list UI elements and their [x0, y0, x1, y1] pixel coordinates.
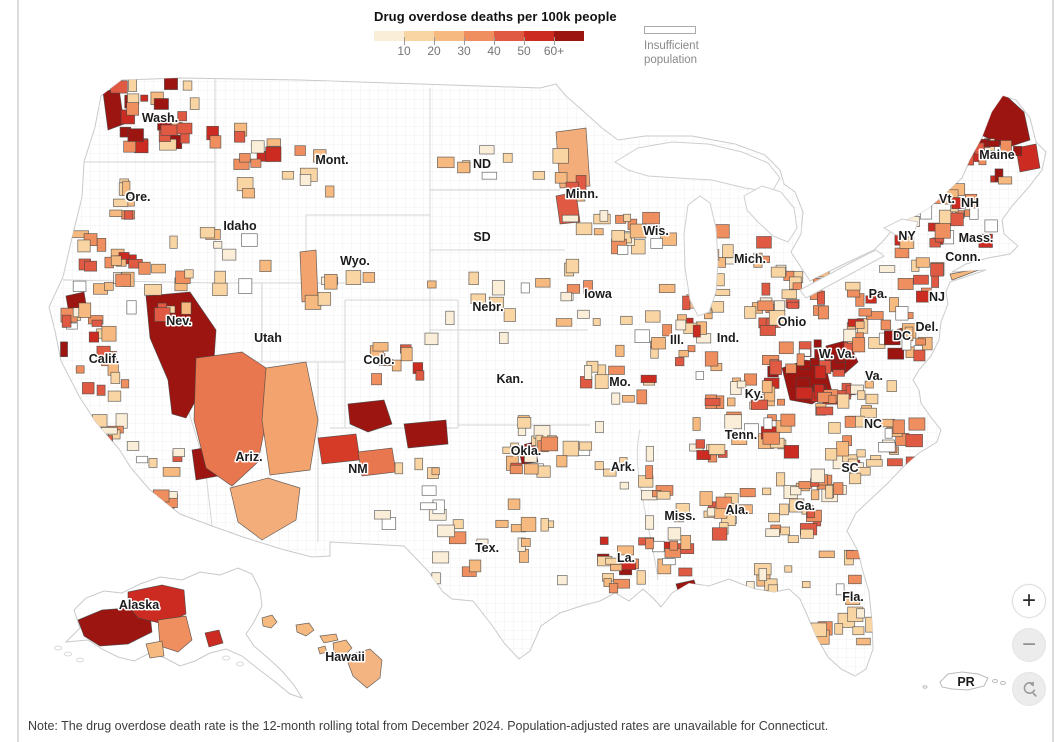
state-label-mont: Mont.: [315, 153, 348, 167]
state-label-ohio: Ohio: [778, 315, 807, 329]
state-label-calif: Calif.: [89, 352, 120, 366]
state-label-dc: DC: [893, 329, 911, 343]
state-label-sc: SC: [841, 461, 858, 475]
page-right-border: [1052, 0, 1054, 742]
state-label-ark: Ark.: [611, 460, 635, 474]
state-label-va: Va.: [865, 369, 883, 383]
state-label-okla: Okla.: [511, 444, 542, 458]
state-label-wis: Wis.: [643, 224, 669, 238]
state-label-kan: Kan.: [496, 372, 523, 386]
state-label-w-va: W. Va.: [819, 347, 855, 361]
legend-title: Drug overdose deaths per 100k people: [374, 9, 617, 24]
state-label-wash: Wash.: [142, 111, 178, 125]
state-label-idaho: Idaho: [223, 219, 257, 233]
great-lakes: [614, 141, 919, 317]
legend: Drug overdose deaths per 100k people 10 2…: [374, 9, 699, 66]
state-label-mass: Mass.: [959, 231, 994, 245]
state-label-vt: Vt.: [939, 192, 955, 206]
state-label-nj: NJ: [929, 290, 945, 304]
state-label-maine: Maine: [979, 148, 1014, 162]
state-label-ny: NY: [898, 229, 916, 243]
state-label-ill: Ill.: [670, 333, 684, 347]
legend-tick-labels: 10 20 30 40 50 60+: [397, 44, 565, 58]
state-label-wyo: Wyo.: [340, 254, 370, 268]
insufficient-line1: Insufficient: [644, 40, 699, 52]
state-label-miss: Miss.: [664, 509, 695, 523]
insufficient-line2: population: [644, 54, 698, 66]
state-label-iowa: Iowa: [584, 287, 613, 301]
minus-icon: −: [1021, 631, 1036, 658]
page-left-border: [17, 0, 19, 742]
state-label-minn: Minn.: [566, 187, 599, 201]
state-label-la: La.: [617, 551, 635, 565]
state-label-nm: NM: [348, 462, 367, 476]
insufficient-population-label: Insufficient population: [644, 39, 714, 67]
footnote: Note: The drug overdose death rate is th…: [28, 719, 829, 733]
state-label-nebr: Nebr.: [472, 300, 503, 314]
state-label-ala: Ala.: [726, 503, 749, 517]
plus-icon: +: [1021, 587, 1036, 614]
state-label-ariz: Ariz.: [235, 450, 262, 464]
state-label-nh: NH: [961, 196, 979, 210]
state-labels: Wash. Mont. ND Minn. Ore. Idaho Wis. SD NY Vt. NH M…: [87, 110, 1016, 691]
insufficient-population-swatch: [644, 26, 696, 34]
state-label-ind: Ind.: [717, 331, 739, 345]
state-label-ore: Ore.: [125, 190, 150, 204]
state-label-pa: Pa.: [869, 287, 888, 301]
legend-color-ramp: [374, 31, 584, 45]
state-label-hawaii: Hawaii: [325, 650, 365, 664]
state-label-ky: Ky.: [745, 387, 764, 401]
legend-insufficient: Insufficient population: [644, 26, 714, 67]
state-label-nd: ND: [473, 157, 491, 171]
zoom-out-button[interactable]: −: [1012, 628, 1046, 662]
state-label-alaska: Alaska: [119, 598, 160, 612]
state-label-pr: PR: [957, 675, 974, 689]
state-label-conn: Conn.: [945, 250, 980, 264]
state-label-nev: Nev.: [166, 314, 191, 328]
reset-zoom-button[interactable]: [1012, 672, 1046, 706]
reset-zoom-icon: [1023, 680, 1037, 697]
state-label-tenn: Tenn.: [725, 428, 757, 442]
map-zoom-controls: + −: [1012, 584, 1048, 716]
state-label-mich: Mich.: [734, 252, 766, 266]
state-label-sd: SD: [473, 230, 490, 244]
puerto-rico-outline: [939, 671, 989, 691]
zoom-in-button[interactable]: +: [1012, 584, 1046, 618]
state-label-utah: Utah: [254, 331, 282, 345]
state-label-nc: NC: [864, 417, 882, 431]
state-label-ga: Ga.: [795, 499, 815, 513]
state-label-tex: Tex.: [475, 541, 499, 555]
state-label-fla: Fla.: [842, 590, 864, 604]
state-label-del: Del.: [916, 320, 939, 334]
state-label-colo: Colo.: [363, 353, 394, 367]
inset-county-patches: [77, 584, 383, 689]
state-label-mo: Mo.: [609, 375, 631, 389]
